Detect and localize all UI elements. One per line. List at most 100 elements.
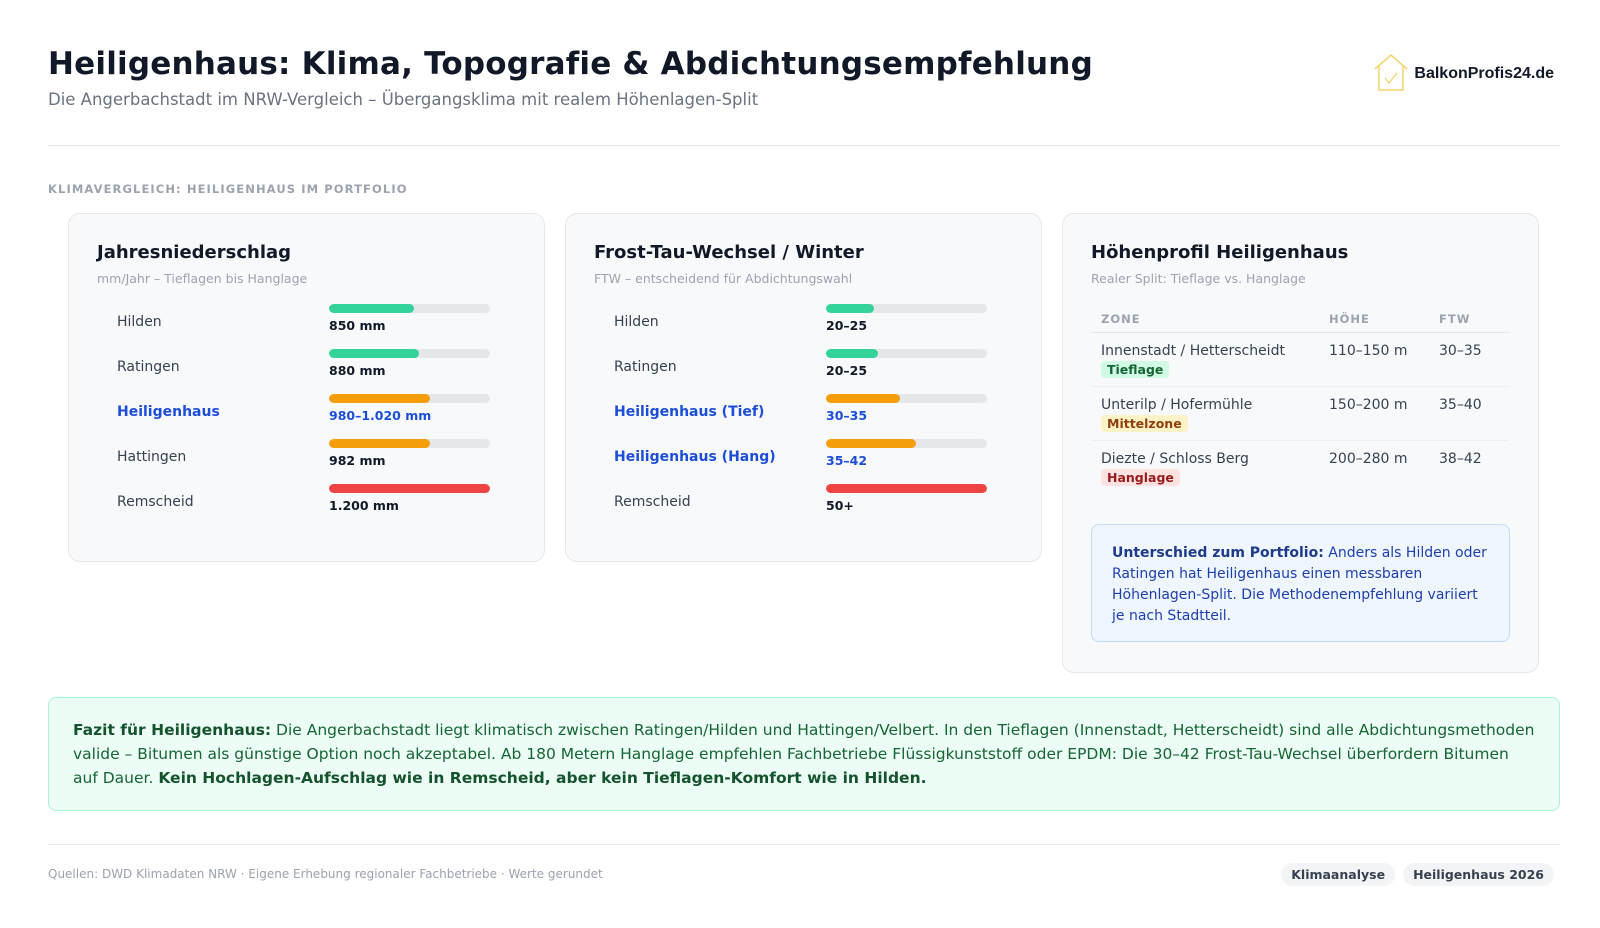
bar-label: Heiligenhaus (117, 404, 220, 420)
note-lead: Unterschied zum Portfolio: (1112, 545, 1324, 561)
conclusion-box: Fazit für Heiligenhaus: Die Angerbachsta… (48, 697, 1560, 811)
footer-badges: Klimaanalyse Heiligenhaus 2026 (1281, 863, 1554, 886)
bar-track (329, 394, 490, 403)
bar-row: Heiligenhaus (Tief) 30–35 (614, 394, 1014, 439)
sources-text: Quellen: DWD Klimadaten NRW · Eigene Erh… (48, 867, 603, 881)
bar-value: 20–25 (826, 318, 868, 333)
bar-fill (329, 394, 431, 403)
page-title: Heiligenhaus: Klima, Topografie & Abdich… (48, 46, 1093, 82)
table-row: Innenstadt / Hetterscheidt Tieflage 110–15… (1091, 332, 1510, 387)
bar-track (329, 349, 490, 358)
card-title: Höhenprofil Heiligenhaus (1091, 242, 1349, 263)
bar-fill (826, 439, 917, 448)
bar-row: Hilden 850 mm (117, 304, 517, 349)
zone-name: Innenstadt / Hetterscheidt (1101, 343, 1285, 359)
zone-name: Unterilp / Hofermühle (1101, 397, 1253, 413)
bar-label: Hilden (614, 314, 659, 330)
bar: 30–35 (826, 394, 987, 423)
table-header-row: ZONE HÖHE FTW (1091, 304, 1510, 333)
bar-value: 30–35 (826, 408, 868, 423)
bar-row: Heiligenhaus 980–1.020 mm (117, 394, 517, 439)
bar: 35–42 (826, 439, 987, 468)
bar-fill (826, 484, 987, 493)
bar-row: Heiligenhaus (Hang) 35–42 (614, 439, 1014, 484)
hoehe-cell: 150–200 m (1319, 386, 1429, 441)
bar-fill (329, 349, 420, 358)
bar-value: 1.200 mm (329, 498, 399, 513)
zone-tag: Mittelzone (1101, 415, 1188, 432)
bar-value: 980–1.020 mm (329, 408, 432, 423)
bar-fill (329, 484, 490, 493)
ftw-cell: 30–35 (1429, 332, 1510, 387)
precipitation-bar-list: Hilden 850 mm Ratingen 880 mm Heiligenhaus 98… (117, 304, 517, 529)
portfolio-difference-note: Unterschied zum Portfolio: Anders als Hi… (1091, 524, 1510, 642)
bar-label: Hilden (117, 314, 162, 330)
bar: 1.200 mm (329, 484, 490, 513)
section-label: KLIMAVERGLEICH: HEILIGENHAUS IM PORTFOLI… (48, 182, 408, 196)
zone-name: Diezte / Schloss Berg (1101, 451, 1249, 467)
precipitation-card: Jahresniederschlag mm/Jahr – Tieflagen b… (68, 213, 545, 562)
brand-logo[interactable]: BalkonProfis24.de (1372, 52, 1554, 96)
bar-track (826, 304, 987, 313)
bar-label: Heiligenhaus (Tief) (614, 404, 765, 420)
bar-label: Remscheid (614, 494, 691, 510)
bar: 880 mm (329, 349, 490, 378)
bar-track (826, 439, 987, 448)
bar-fill (329, 439, 431, 448)
bar-track (329, 439, 490, 448)
bar-track (826, 394, 987, 403)
bar-fill (329, 304, 415, 313)
bar: 20–25 (826, 304, 987, 333)
ftw-cell: 35–40 (1429, 386, 1510, 441)
elevation-table: ZONE HÖHE FTW Innenstadt / Hetterscheidt… (1091, 304, 1510, 494)
bar: 982 mm (329, 439, 490, 468)
page-subtitle: Die Angerbachstadt im NRW-Vergleich – Üb… (48, 90, 759, 109)
bar-track (826, 484, 987, 493)
card-subtitle: Realer Split: Tieflage vs. Hanglage (1091, 271, 1306, 286)
badge-heiligenhaus-2026: Heiligenhaus 2026 (1403, 863, 1554, 886)
bar-label: Ratingen (117, 359, 180, 375)
ftw-cell: 38–42 (1439, 451, 1482, 467)
badge-klimaanalyse: Klimaanalyse (1281, 863, 1396, 886)
bar: 980–1.020 mm (329, 394, 490, 423)
bar-value: 35–42 (826, 453, 868, 468)
conclusion-lead: Fazit für Heiligenhaus: (73, 721, 272, 739)
bar-row: Remscheid 50+ (614, 484, 1014, 529)
card-title: Frost-Tau-Wechsel / Winter (594, 242, 864, 263)
conclusion-text: Die Angerbachstadt liegt klimatisch zwis… (73, 721, 1535, 787)
bar-value: 982 mm (329, 453, 386, 468)
bar-value: 50+ (826, 498, 854, 513)
zone-tag: Hanglage (1101, 469, 1180, 486)
column-header-zone: ZONE (1091, 304, 1319, 333)
bar-row: Hilden 20–25 (614, 304, 1014, 349)
hoehe-cell: 110–150 m (1319, 332, 1429, 387)
brand-name: BalkonProfis24.de (1414, 65, 1554, 82)
page-footer: Quellen: DWD Klimadaten NRW · Eigene Erh… (48, 844, 1560, 904)
bar-label: Ratingen (614, 359, 677, 375)
page-header: Heiligenhaus: Klima, Topografie & Abdich… (48, 46, 1560, 146)
conclusion-end: Kein Hochlagen-Aufschlag wie in Remschei… (158, 769, 927, 787)
bar-track (826, 349, 987, 358)
bar-row: Ratingen 880 mm (117, 349, 517, 394)
column-header-hoehe: HÖHE (1319, 304, 1429, 333)
bar-row: Remscheid 1.200 mm (117, 484, 517, 529)
hoehe-cell: 200–280 m (1329, 451, 1408, 467)
bar-label: Hattingen (117, 449, 187, 465)
zone-cell: Unterilp / Hofermühle Mittelzone (1091, 386, 1319, 441)
bar-label: Remscheid (117, 494, 194, 510)
column-header-ftw: FTW (1429, 304, 1510, 333)
bar-fill (826, 394, 901, 403)
zone-cell: Innenstadt / Hetterscheidt Tieflage (1091, 332, 1319, 387)
bar: 50+ (826, 484, 987, 513)
bar-track (329, 304, 490, 313)
frost-bar-list: Hilden 20–25 Ratingen 20–25 Heiligenhaus (Ti… (614, 304, 1014, 529)
card-title: Jahresniederschlag (97, 242, 292, 263)
card-subtitle: mm/Jahr – Tieflagen bis Hanglage (97, 271, 308, 286)
table-row: Unterilp / Hofermühle Mittelzone 150–200 m… (1091, 386, 1510, 441)
zone-cell: Diezte / Schloss Berg Hanglage (1091, 441, 1319, 495)
bar-row: Hattingen 982 mm (117, 439, 517, 484)
bar: 20–25 (826, 349, 987, 378)
zone-tag: Tieflage (1101, 361, 1170, 378)
bar-row: Ratingen 20–25 (614, 349, 1014, 394)
bar-fill (826, 349, 878, 358)
